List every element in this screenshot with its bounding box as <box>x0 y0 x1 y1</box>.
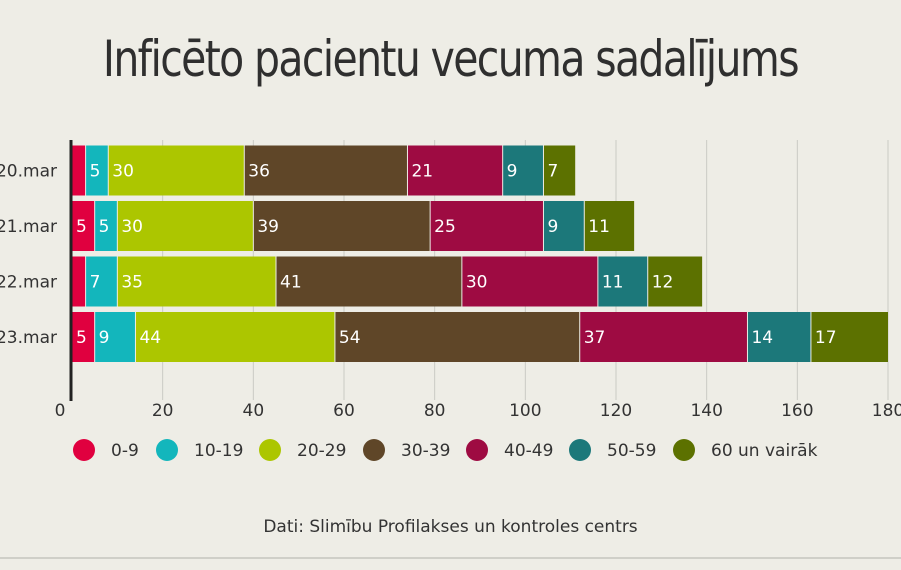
legend-swatch <box>73 439 95 461</box>
x-tick-label: 60 <box>333 401 355 421</box>
data-label: 7 <box>547 162 558 182</box>
bar-segment <box>72 256 86 307</box>
legend-swatch <box>363 439 385 461</box>
data-label: 7 <box>90 273 101 293</box>
x-tick-label: 20 <box>152 401 174 421</box>
bar-segment <box>543 201 585 251</box>
bar-segment <box>94 201 118 251</box>
bar-segment <box>117 256 276 307</box>
x-tick-label: 0 <box>55 401 66 421</box>
data-label: 30 <box>112 162 134 182</box>
x-tick-label: 100 <box>509 401 541 421</box>
bar-segment <box>747 312 811 362</box>
bar-segment <box>94 312 136 362</box>
x-tick-label: 180 <box>872 401 901 421</box>
bar-segment <box>579 312 748 362</box>
chart-svg: 5 30 36 21 9 75 5 30 39 25 9 117 35 41 30 11 125 9 44 54 37 1… <box>0 140 901 461</box>
legend-swatch <box>569 439 591 461</box>
bar-segment <box>117 201 254 251</box>
legend-label: 30-39 <box>401 441 450 461</box>
bar-segment <box>647 256 703 307</box>
bar-segment <box>584 201 635 251</box>
category-label: 23.mar <box>0 328 57 348</box>
bar-segment <box>276 256 462 307</box>
legend-label: 50-59 <box>607 441 656 461</box>
bar-segment <box>72 312 95 362</box>
category-label: 22.mar <box>0 273 57 293</box>
data-label: 9 <box>99 328 110 348</box>
bar-segment <box>502 145 544 196</box>
category-label: 20.mar <box>0 162 57 182</box>
legend-swatch <box>259 439 281 461</box>
data-label: 9 <box>547 217 558 237</box>
legend-label: 0-9 <box>111 441 139 461</box>
legend-swatch <box>156 439 178 461</box>
chart-title: Inficēto pacientu vecuma sadalījums <box>102 30 800 88</box>
data-label: 5 <box>99 217 110 237</box>
data-label: 17 <box>815 328 837 348</box>
data-label: 14 <box>751 328 773 348</box>
data-label: 30 <box>466 273 488 293</box>
legend-label: 20-29 <box>297 441 346 461</box>
bar-segment <box>135 312 335 362</box>
data-label: 11 <box>588 217 610 237</box>
bottom-divider <box>0 557 901 559</box>
source-note: Dati: Slimību Profilakses un kontroles c… <box>263 517 638 537</box>
bar-segment <box>244 145 408 196</box>
x-tick-label: 140 <box>690 401 722 421</box>
data-label: 35 <box>121 273 143 293</box>
data-label: 30 <box>121 217 143 237</box>
bar-segment <box>461 256 598 307</box>
bar-segment <box>85 145 109 196</box>
data-label: 39 <box>257 217 279 237</box>
category-label: 21.mar <box>0 217 57 237</box>
data-label: 25 <box>434 217 456 237</box>
axes: 0 20 40 60 80 100 120 140 160 180 20.mar 21.mar 22.m… <box>0 140 901 421</box>
data-label: 5 <box>76 328 87 348</box>
data-label: 5 <box>90 162 101 182</box>
data-label: 21 <box>411 162 433 182</box>
legend-swatch <box>466 439 488 461</box>
x-tick-label: 120 <box>600 401 632 421</box>
data-label: 12 <box>652 273 674 293</box>
bar-segment <box>334 312 580 362</box>
bar-segment <box>430 201 544 251</box>
bar-segment <box>253 201 431 251</box>
bar-segment <box>85 256 118 307</box>
data-label: 11 <box>602 273 624 293</box>
legend-label: 40-49 <box>504 441 553 461</box>
legend-swatch <box>673 439 695 461</box>
bar-segment <box>543 145 576 196</box>
x-tick-label: 160 <box>781 401 813 421</box>
data-label: 44 <box>139 328 161 348</box>
data-label: 37 <box>584 328 606 348</box>
bar-segment <box>597 256 648 307</box>
bar-segment <box>407 145 503 196</box>
x-tick-label: 80 <box>424 401 446 421</box>
data-label: 54 <box>339 328 361 348</box>
data-label: 36 <box>248 162 270 182</box>
bar-segment <box>108 145 245 196</box>
legend: 0-9 10-19 20-29 30-39 40-49 50-59 60 un vairāk <box>73 439 818 461</box>
data-label: 9 <box>507 162 518 182</box>
bar-segment <box>810 312 888 362</box>
legend-label: 10-19 <box>194 441 243 461</box>
bars: 5 30 36 21 9 75 5 30 39 25 9 117 35 41 30 11 125 9 44 54 37 1… <box>72 145 888 362</box>
bar-segment <box>72 201 95 251</box>
data-label: 41 <box>280 273 302 293</box>
legend-label: 60 un vairāk <box>711 441 818 461</box>
x-tick-label: 40 <box>243 401 265 421</box>
bar-segment <box>72 145 86 196</box>
data-label: 5 <box>76 217 87 237</box>
